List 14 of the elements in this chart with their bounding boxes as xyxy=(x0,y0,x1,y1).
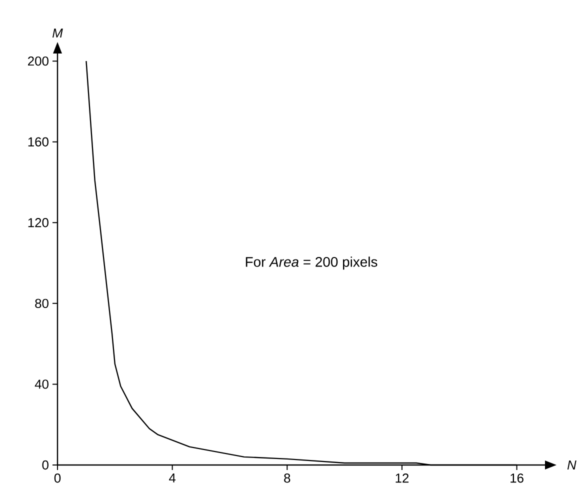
annotation: For Area = 200 pixels xyxy=(246,256,378,270)
y-tick-label: 40 xyxy=(34,380,48,389)
x-tick-label: 12 xyxy=(396,474,409,483)
y-tick-label: 160 xyxy=(28,137,48,146)
x-tick-label: 8 xyxy=(284,474,290,483)
x-tick-label: 4 xyxy=(169,474,176,482)
x-axis-title: N xyxy=(567,460,576,470)
y-tick-label: 0 xyxy=(42,460,48,470)
y-tick-label: 200 xyxy=(28,56,48,66)
x-tick-label: 16 xyxy=(510,474,524,483)
y-axis-title: M xyxy=(52,28,63,38)
y-tick-label: 120 xyxy=(28,218,48,228)
x-tick-label: 0 xyxy=(54,474,61,483)
y-tick-label: 80 xyxy=(35,298,48,308)
